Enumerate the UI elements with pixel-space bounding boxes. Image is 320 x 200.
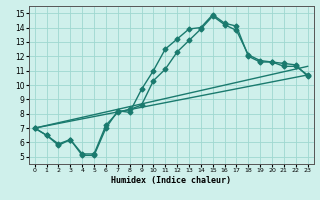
- X-axis label: Humidex (Indice chaleur): Humidex (Indice chaleur): [111, 176, 231, 185]
